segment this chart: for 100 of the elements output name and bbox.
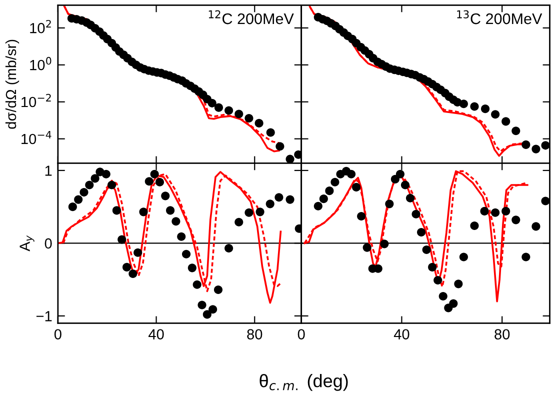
point — [166, 206, 175, 215]
point — [434, 276, 442, 285]
y-tick-label: −1 — [36, 311, 52, 322]
point — [319, 194, 328, 204]
point — [522, 252, 530, 262]
x-tick-label: 40 — [394, 329, 410, 340]
point — [357, 212, 366, 221]
point — [428, 262, 437, 272]
point — [202, 310, 212, 319]
point — [254, 118, 264, 128]
point — [276, 142, 284, 151]
point — [68, 202, 77, 212]
point — [532, 222, 540, 231]
x-axis-title: θ$_{c.m.}$ (deg) — [260, 374, 348, 391]
point — [459, 100, 468, 108]
x-tick-label: 0 — [298, 329, 305, 340]
point — [396, 170, 404, 178]
y-axis-title: dσ/dΩ (mb/sr) — [5, 40, 20, 129]
point — [161, 192, 170, 200]
x-tick-label: 40 — [148, 329, 164, 340]
point — [491, 208, 500, 217]
point — [128, 269, 138, 278]
point — [266, 128, 275, 137]
point — [417, 228, 426, 237]
point — [107, 180, 116, 190]
y-axis-title: A$_{y}$ — [20, 235, 34, 252]
point — [90, 174, 100, 183]
point — [502, 206, 510, 216]
point — [134, 248, 142, 257]
point — [470, 221, 479, 230]
point — [470, 102, 479, 111]
point — [192, 280, 202, 289]
point — [512, 126, 520, 136]
point — [244, 208, 254, 217]
point — [325, 186, 334, 196]
point — [266, 200, 274, 208]
point — [234, 218, 244, 226]
point — [532, 144, 540, 154]
y-tick-label: 10$^{−2}$ — [22, 94, 51, 108]
point — [224, 244, 234, 253]
point — [214, 103, 224, 112]
y-tick-label: 10$^{2}$ — [30, 20, 51, 34]
point — [274, 193, 284, 202]
point — [214, 285, 223, 294]
point — [80, 188, 88, 197]
point — [502, 117, 510, 126]
x-tick-label: 80 — [247, 329, 262, 340]
point — [122, 262, 132, 272]
y-tick-label: 10$^{−4}$ — [22, 130, 52, 144]
y-tick-label: 10$^{0}$ — [30, 56, 52, 70]
point — [400, 180, 410, 190]
point — [118, 235, 126, 244]
x-tick-label: 80 — [494, 329, 510, 340]
point — [362, 243, 372, 252]
point — [188, 264, 196, 272]
point — [85, 180, 94, 190]
point — [172, 217, 180, 226]
point — [198, 300, 206, 310]
point — [385, 200, 394, 208]
point — [352, 182, 361, 192]
point — [438, 292, 448, 301]
point — [380, 240, 389, 248]
point — [330, 178, 340, 186]
point — [112, 206, 121, 215]
point — [491, 110, 500, 119]
point — [102, 170, 110, 178]
point — [422, 245, 431, 254]
point — [390, 174, 400, 184]
point — [286, 195, 294, 204]
point — [244, 114, 254, 123]
point — [177, 232, 186, 241]
point — [150, 170, 159, 178]
point — [480, 104, 490, 114]
point — [256, 208, 264, 216]
point — [459, 252, 468, 262]
point — [454, 280, 463, 288]
x-tick-label: 0 — [54, 329, 62, 340]
y-tick-label: 1 — [45, 166, 52, 176]
point — [449, 299, 458, 308]
point — [224, 106, 234, 115]
annotation: $^{12}$C 200MeV — [208, 10, 294, 24]
point — [208, 305, 218, 314]
point — [512, 216, 520, 224]
point — [144, 177, 154, 186]
point — [234, 110, 244, 118]
point — [208, 98, 216, 108]
point — [346, 170, 356, 178]
point — [74, 195, 83, 204]
point — [294, 150, 302, 159]
y-tick-label: 0 — [44, 238, 52, 249]
annotation: $^{13}$C 200MeV — [457, 10, 542, 24]
point — [139, 208, 148, 216]
point — [182, 250, 191, 258]
point — [155, 178, 164, 186]
point — [314, 202, 322, 210]
point — [541, 141, 550, 150]
point — [286, 154, 294, 164]
point — [406, 194, 415, 202]
point — [480, 206, 489, 216]
point — [412, 210, 420, 218]
